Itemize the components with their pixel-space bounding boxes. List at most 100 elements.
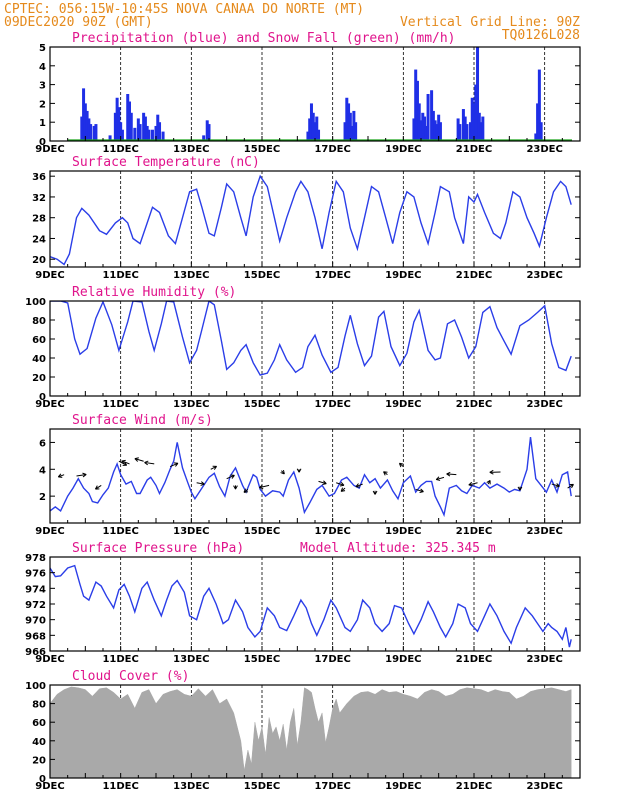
x-tick-label: 11DEC <box>102 526 138 537</box>
wind-arrow-23 <box>415 488 424 493</box>
x-tick-label: 17DEC <box>314 399 350 410</box>
wind-arrow-24 <box>436 476 445 481</box>
x-tick-label: 15DEC <box>244 654 280 665</box>
precip-bar-46 <box>412 118 416 141</box>
panel-title-rh: Relative Humidity (%) <box>72 285 236 300</box>
header-run-date: 09DEC2020 90Z (GMT) <box>4 15 153 30</box>
wind-arrow-head-19 <box>355 483 360 488</box>
x-tick-label: 17DEC <box>314 781 350 792</box>
series-line-temp <box>50 174 572 266</box>
precip-bar-51 <box>421 112 425 141</box>
y-tick-label: 6 <box>39 438 46 449</box>
y-tick-label: 2 <box>39 99 46 110</box>
panel-rh: Relative Humidity (%) 0 20 40 60 80 100 9DEC 11D… <box>25 285 581 410</box>
precip-bar-23 <box>147 129 151 141</box>
x-tick-label: 9DEC <box>35 781 64 792</box>
panel-temp: Surface Temperature (nC) 20 24 28 32 36 9DEC 11… <box>32 155 581 281</box>
wind-arrow-head-15 <box>296 468 302 473</box>
precip-bar-42 <box>348 112 352 141</box>
precip-bar-66 <box>468 122 472 141</box>
x-tick-label: 21DEC <box>456 781 492 792</box>
panel-title-pressure: Surface Pressure (hPa) <box>72 541 244 556</box>
wind-arrow-head-14 <box>280 469 285 475</box>
precip-bar-29 <box>202 135 206 141</box>
x-tick-label: 13DEC <box>173 144 209 155</box>
wind-arrow-head-29 <box>517 486 523 491</box>
precip-bar-11 <box>117 107 121 141</box>
series-line-rh <box>50 301 572 376</box>
wind-arrow-head-9 <box>212 465 218 470</box>
x-tick-label: 23DEC <box>526 526 562 537</box>
y-tick-label: 40 <box>32 737 46 748</box>
wind-arrow-3 <box>118 460 127 466</box>
precip-bar-5 <box>89 124 93 141</box>
x-tick-label: 13DEC <box>173 399 209 410</box>
x-tick-label: 23DEC <box>526 144 562 155</box>
x-tick-label: 11DEC <box>102 399 138 410</box>
wind-arrow-head-11 <box>233 485 238 490</box>
precip-bar-68 <box>472 103 476 141</box>
data-precip <box>68 47 572 141</box>
precip-bar-40 <box>345 97 349 141</box>
panel-cloud: Cloud Cover (%) 0 20 40 60 80 100 9DEC 11DEC 13DE… <box>25 669 581 792</box>
x-tick-label: 15DEC <box>244 526 280 537</box>
precip-bar-35 <box>311 112 315 141</box>
y-tick-label: 100 <box>25 681 46 692</box>
precip-bar-0 <box>80 116 84 141</box>
x-tick-label: 9DEC <box>35 270 64 281</box>
x-tick-label: 11DEC <box>102 144 138 155</box>
y-tick-label: 20 <box>32 255 46 266</box>
panel-title-wind: Surface Wind (m/s) <box>72 413 213 428</box>
wind-arrow-19 <box>355 483 363 488</box>
y-tick-label: 4 <box>39 62 46 73</box>
wind-arrow-13 <box>259 484 270 489</box>
x-tick-label: 9DEC <box>35 526 64 537</box>
precip-bar-54 <box>426 94 430 141</box>
precip-bar-64 <box>463 116 467 141</box>
x-tick-label: 23DEC <box>526 781 562 792</box>
precip-bar-39 <box>343 122 347 141</box>
precip-bar-6 <box>92 125 96 141</box>
wind-arrow-head-16 <box>322 480 327 485</box>
precip-bar-15 <box>128 101 131 141</box>
y-tick-label: 3 <box>39 81 46 92</box>
x-tick-label: 19DEC <box>385 654 421 665</box>
panel-frame-wind <box>49 428 581 524</box>
data-rh <box>50 301 572 376</box>
x-tick-label: 13DEC <box>173 270 209 281</box>
precip-bar-57 <box>433 120 437 141</box>
precip-bar-1 <box>82 88 86 141</box>
x-tick-label: 17DEC <box>314 144 350 155</box>
precip-bar-12 <box>119 122 123 141</box>
wind-arrow-5 <box>134 458 144 462</box>
x-tick-label: 19DEC <box>385 144 421 155</box>
precip-bar-49 <box>417 103 421 141</box>
x-tick-label: 21DEC <box>456 654 492 665</box>
data-temp <box>50 174 572 266</box>
y-tick-label: 20 <box>32 755 46 766</box>
precip-bar-53 <box>424 125 428 141</box>
x-tick-label: 19DEC <box>385 526 421 537</box>
precip-bar-74 <box>534 133 538 141</box>
precip-bar-44 <box>352 110 356 141</box>
data-cloud <box>50 686 572 778</box>
y-tick-label: 970 <box>25 616 46 627</box>
series-line-pressure <box>50 564 572 648</box>
wind-arrow-head-6 <box>144 460 149 466</box>
precip-bar-70 <box>476 47 480 141</box>
y-tick-label: 0 <box>39 774 46 785</box>
precip-bar-77 <box>539 122 543 141</box>
series-line-wind <box>50 437 572 518</box>
precip-bar-20 <box>142 112 146 141</box>
precip-bar-25 <box>154 125 158 141</box>
x-tick-label: 23DEC <box>526 270 562 281</box>
wind-arrow-head-4 <box>121 459 126 465</box>
y-tick-label: 80 <box>32 700 46 711</box>
wind-arrow-head-7 <box>173 462 179 467</box>
precip-bar-21 <box>143 116 147 141</box>
panel-pressure: Surface Pressure (hPa) Model Altitude: 32… <box>25 541 581 665</box>
wind-arrow-head-27 <box>486 479 491 485</box>
precip-bar-58 <box>435 124 439 141</box>
precip-bar-62 <box>458 124 462 141</box>
wind-arrow-head-18 <box>340 487 346 492</box>
